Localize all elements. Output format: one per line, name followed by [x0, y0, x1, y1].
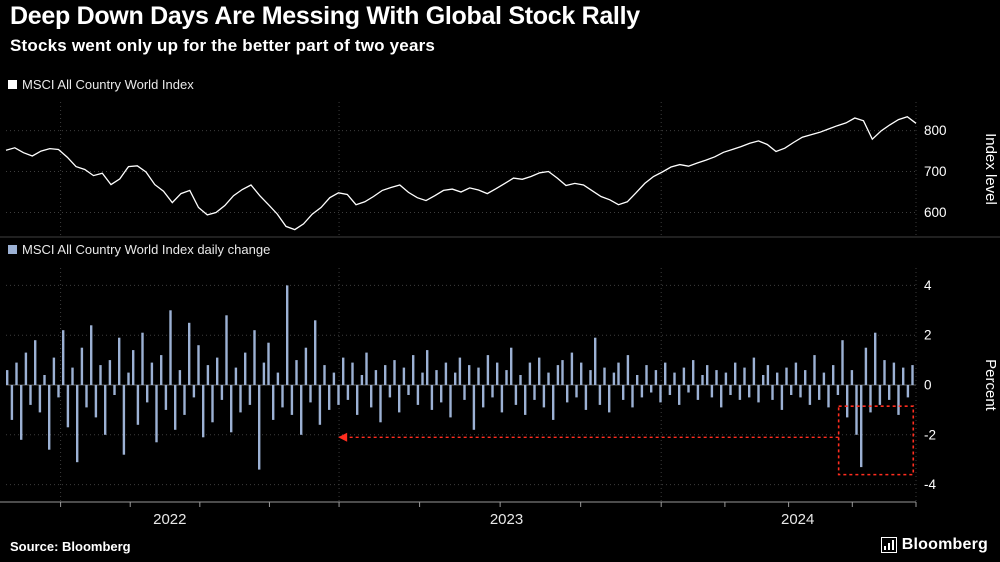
daily-change-bars	[6, 285, 914, 470]
index-ytick: 700	[924, 164, 947, 179]
percent-ytick: 0	[924, 378, 932, 393]
percent-axis-title: Percent	[982, 359, 999, 412]
bloomberg-logo: Bloomberg	[880, 536, 988, 554]
data-series	[5, 115, 917, 470]
percent-ytick: 2	[924, 328, 932, 343]
highlight-box	[837, 405, 915, 476]
index-legend-label: MSCI All Country World Index	[22, 77, 194, 92]
bloomberg-chart-icon	[880, 537, 897, 553]
index-ytick: 800	[924, 123, 947, 138]
source-credit: Source: Bloomberg	[10, 539, 131, 554]
year-label: 2022	[153, 511, 186, 528]
axes	[0, 236, 1000, 507]
gridlines	[6, 102, 917, 502]
percent-ytick: -2	[924, 427, 936, 442]
index-line-series	[5, 115, 917, 231]
page-subtitle: Stocks went only up for the better part …	[10, 36, 436, 55]
daily-change-legend-label: MSCI All Country World Index daily chang…	[22, 242, 270, 257]
arrowhead-icon	[338, 432, 348, 442]
year-label: 2024	[781, 511, 814, 528]
tick-labels: 600 700 800 -4 -2 0 2 4 2022 2023 2024	[153, 123, 946, 528]
charts-canvas: MSCI All Country World Index MSCI All Co…	[0, 77, 1000, 528]
index-legend-swatch-icon	[8, 80, 17, 89]
index-level-axis-title: Index level	[982, 133, 999, 205]
percent-ytick: -4	[924, 477, 936, 492]
percent-ytick: 4	[924, 278, 932, 293]
bloomberg-wordmark: Bloomberg	[901, 536, 988, 553]
index-ytick: 600	[924, 205, 947, 220]
red-annotations	[338, 405, 915, 476]
daily-change-legend-swatch-icon	[8, 245, 17, 254]
page-title: Deep Down Days Are Messing With Global S…	[10, 2, 640, 30]
year-label: 2023	[490, 511, 523, 528]
